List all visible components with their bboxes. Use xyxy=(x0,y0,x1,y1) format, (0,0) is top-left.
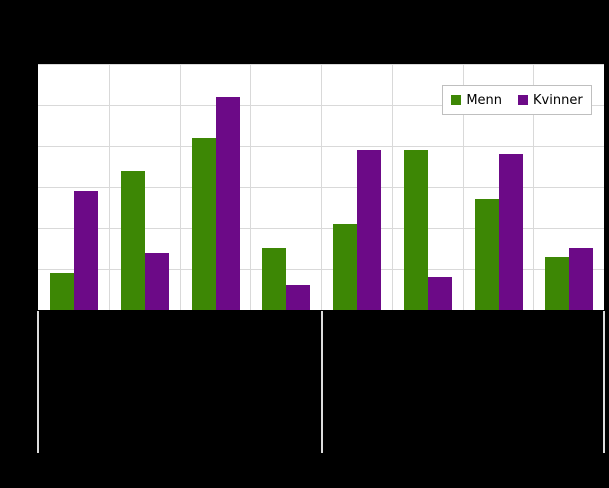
bar-kvinner-group-7 xyxy=(499,154,523,310)
legend-item-menn: Menn xyxy=(451,93,502,108)
bar-menn-group-5 xyxy=(333,224,357,310)
bar-kvinner-group-6 xyxy=(428,277,452,310)
bar-kvinner-group-5 xyxy=(357,150,381,310)
category-separator-right xyxy=(603,311,605,453)
bar-menn-group-1 xyxy=(50,273,74,310)
v-gridline xyxy=(533,64,534,310)
v-gridline xyxy=(250,64,251,310)
category-separator-middle xyxy=(321,311,323,453)
bar-menn-group-3 xyxy=(192,138,216,310)
bar-kvinner-group-8 xyxy=(569,248,593,310)
bar-menn-group-4 xyxy=(262,248,286,310)
v-gridline xyxy=(321,64,322,310)
bar-menn-group-7 xyxy=(475,199,499,310)
chart-title-area xyxy=(0,0,609,62)
legend-label-kvinner: Kvinner xyxy=(533,92,583,108)
legend-item-kvinner: Kvinner xyxy=(518,93,583,108)
v-gridline xyxy=(392,64,393,310)
bar-kvinner-group-1 xyxy=(74,191,98,310)
bar-menn-group-6 xyxy=(404,150,428,310)
category-separator-left xyxy=(37,311,39,453)
v-gridline xyxy=(180,64,181,310)
bar-menn-group-2 xyxy=(121,171,145,310)
legend-label-menn: Menn xyxy=(466,92,503,108)
bar-kvinner-group-2 xyxy=(145,253,169,310)
v-gridline xyxy=(463,64,464,310)
v-gridline xyxy=(109,64,110,310)
bar-menn-group-8 xyxy=(545,257,569,310)
legend: Menn Kvinner xyxy=(442,85,592,115)
bar-kvinner-group-3 xyxy=(216,97,240,310)
kvinner-legend-swatch xyxy=(518,95,529,105)
menn-legend-swatch xyxy=(451,95,462,105)
bar-kvinner-group-4 xyxy=(286,285,310,310)
